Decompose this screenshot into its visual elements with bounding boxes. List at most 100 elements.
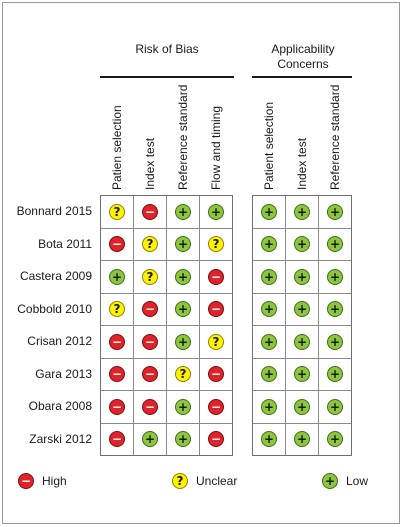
judgement-cell: ?: [200, 326, 232, 359]
low-risk-icon: +: [294, 203, 310, 220]
high-risk-icon: −: [142, 366, 158, 383]
judgement-cell: +: [253, 326, 286, 359]
high-risk-icon: −: [142, 301, 158, 318]
judgement-cell: ?: [200, 229, 232, 261]
unclear-risk-icon: ?: [142, 236, 158, 253]
low-risk-icon: +: [327, 333, 343, 350]
column-label: Patient selection: [261, 101, 276, 190]
judgement-cell: −: [134, 391, 167, 424]
unclear-risk-icon: ?: [109, 301, 125, 318]
low-risk-icon: +: [208, 203, 224, 220]
judgement-cell: +: [319, 359, 351, 391]
judgement-cell: −: [101, 228, 134, 261]
judgement-cell: +: [319, 196, 351, 229]
figure-frame: [2, 2, 400, 524]
study-label: Cobbold 2010: [17, 301, 92, 316]
column-label: Flow and timing: [208, 105, 223, 190]
applicability-grid: + + + + + + + + + + + + + + + + + + + + + + + +: [252, 195, 352, 456]
judgement-cell: −: [134, 196, 167, 229]
judgement-cell: −: [200, 261, 232, 294]
judgement-cell: +: [167, 326, 200, 359]
low-risk-icon: +: [261, 398, 277, 415]
judgement-cell: +: [200, 196, 232, 229]
legend-label: Unclear: [196, 474, 238, 488]
column-label: Reference standard: [175, 84, 190, 190]
judgement-cell: +: [286, 261, 319, 294]
low-risk-icon: +: [175, 236, 191, 253]
unclear-risk-icon: ?: [208, 236, 224, 253]
unclear-risk-icon: ?: [208, 333, 224, 350]
judgement-cell: +: [319, 294, 351, 326]
low-risk-icon: +: [327, 398, 343, 415]
low-risk-icon: +: [261, 203, 277, 220]
low-risk-icon: +: [175, 333, 191, 350]
low-risk-icon: +: [327, 268, 343, 285]
judgement-cell: −: [200, 424, 232, 456]
judgement-cell: +: [253, 423, 286, 455]
low-risk-icon: +: [294, 301, 310, 318]
low-risk-icon: +: [294, 366, 310, 383]
low-risk-icon: +: [175, 431, 191, 448]
legend-item-low: + Low: [322, 473, 368, 489]
high-risk-icon: −: [142, 203, 158, 220]
high-risk-icon: −: [109, 431, 125, 448]
high-risk-icon: −: [208, 398, 224, 415]
high-risk-icon: −: [208, 431, 224, 448]
judgement-cell: ?: [101, 293, 134, 326]
low-risk-icon: +: [261, 333, 277, 350]
judgement-cell: +: [319, 424, 351, 456]
low-risk-icon: +: [261, 301, 277, 318]
judgement-cell: −: [200, 294, 232, 326]
low-risk-icon: +: [175, 268, 191, 285]
unclear-risk-icon: ?: [142, 268, 158, 285]
high-risk-icon: −: [208, 268, 224, 285]
judgement-cell: ?: [134, 261, 167, 294]
judgement-cell: +: [253, 293, 286, 326]
judgement-cell: +: [167, 391, 200, 424]
high-risk-icon: −: [142, 333, 158, 350]
judgement-cell: +: [253, 391, 286, 424]
judgement-cell: +: [319, 391, 351, 424]
judgement-cell: +: [253, 196, 286, 229]
column-label: Index test: [294, 137, 309, 190]
judgement-cell: −: [134, 358, 167, 391]
study-label: Obara 2008: [28, 399, 92, 414]
high-risk-icon: −: [109, 333, 125, 350]
judgement-cell: ?: [167, 358, 200, 391]
low-risk-icon: +: [261, 366, 277, 383]
high-risk-icon: −: [109, 236, 125, 253]
judgement-cell: −: [101, 391, 134, 424]
low-risk-icon: +: [294, 236, 310, 253]
judgement-cell: +: [253, 228, 286, 261]
column-label: Reference standard: [327, 84, 342, 190]
judgement-cell: +: [253, 358, 286, 391]
high-risk-icon: −: [142, 398, 158, 415]
high-risk-icon: −: [208, 366, 224, 383]
low-risk-icon: +: [327, 203, 343, 220]
low-risk-icon: +: [294, 333, 310, 350]
study-label: Castera 2009: [19, 269, 92, 284]
judgement-cell: +: [134, 423, 167, 455]
low-risk-icon: +: [142, 431, 158, 448]
low-risk-icon: +: [261, 268, 277, 285]
low-risk-icon: +: [175, 203, 191, 220]
judgement-cell: −: [200, 391, 232, 424]
high-risk-icon: −: [208, 301, 224, 318]
legend-label: Low: [346, 474, 369, 488]
study-label: Bota 2011: [38, 236, 92, 251]
judgement-cell: +: [101, 261, 134, 294]
risk-of-bias-grid: ? − + + −? +? +? + −? − + − − − +? − −? − − − + − − + + −: [100, 195, 233, 456]
legend-item-unclear: ? Unclear: [172, 473, 237, 489]
judgement-cell: −: [101, 358, 134, 391]
judgement-cell: +: [167, 261, 200, 294]
judgement-cell: −: [134, 293, 167, 326]
judgement-cell: +: [286, 391, 319, 424]
judgement-cell: −: [101, 423, 134, 455]
group-title-applicability: Applicability Concerns: [271, 42, 335, 71]
low-risk-icon: +: [327, 236, 343, 253]
low-risk-icon: +: [294, 398, 310, 415]
unclear-legend-icon: ?: [172, 473, 188, 489]
group-title-risk-of-bias: Risk of Bias: [135, 42, 199, 56]
group-underline-applicability: [252, 76, 352, 78]
high-risk-icon: −: [109, 366, 125, 383]
